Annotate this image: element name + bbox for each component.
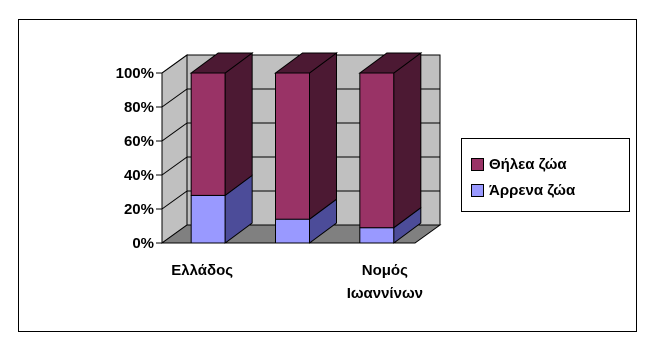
bar-side	[224, 52, 253, 197]
bar-side	[309, 52, 337, 221]
gridline-side	[161, 156, 188, 176]
legend-item-female: Θήλεα ζώα	[471, 154, 567, 174]
y-tick-label: 100%	[116, 65, 154, 82]
bar-segment	[190, 194, 226, 244]
x-category-label: Ιωαννίνων	[347, 285, 423, 302]
y-tick-label: 20%	[124, 201, 154, 218]
bar-segment	[275, 218, 310, 244]
x-category-label: Νομός	[362, 262, 408, 279]
y-tick-label: 80%	[124, 99, 154, 116]
y-tick-label: 0%	[132, 235, 154, 252]
gridline-side	[161, 88, 188, 108]
x-category-label: Ελλάδος	[171, 262, 233, 279]
legend-item-male: Άρρενα ζώα	[471, 180, 575, 200]
gridline-side	[161, 190, 188, 210]
bar-segment	[190, 72, 226, 196]
bar-side	[393, 52, 422, 229]
bar-top	[358, 52, 423, 74]
legend-swatch-female	[471, 157, 484, 171]
y-tick-label: 60%	[124, 133, 154, 150]
bar-segment	[359, 227, 395, 244]
bar-segment	[275, 72, 310, 220]
bar-segment	[359, 72, 395, 229]
y-tick-label: 40%	[124, 167, 154, 184]
side-wall	[161, 54, 188, 244]
legend-label-male: Άρρενα ζώα	[489, 181, 576, 199]
bar-top	[273, 52, 339, 74]
legend-swatch-male	[471, 183, 484, 197]
bar-top	[189, 52, 254, 74]
legend-label-female: Θήλεα ζώα	[489, 155, 567, 173]
gridline-side	[161, 122, 188, 142]
legend: Θήλεα ζώα Άρρενα ζώα	[461, 138, 630, 212]
gridline-side	[161, 54, 188, 74]
